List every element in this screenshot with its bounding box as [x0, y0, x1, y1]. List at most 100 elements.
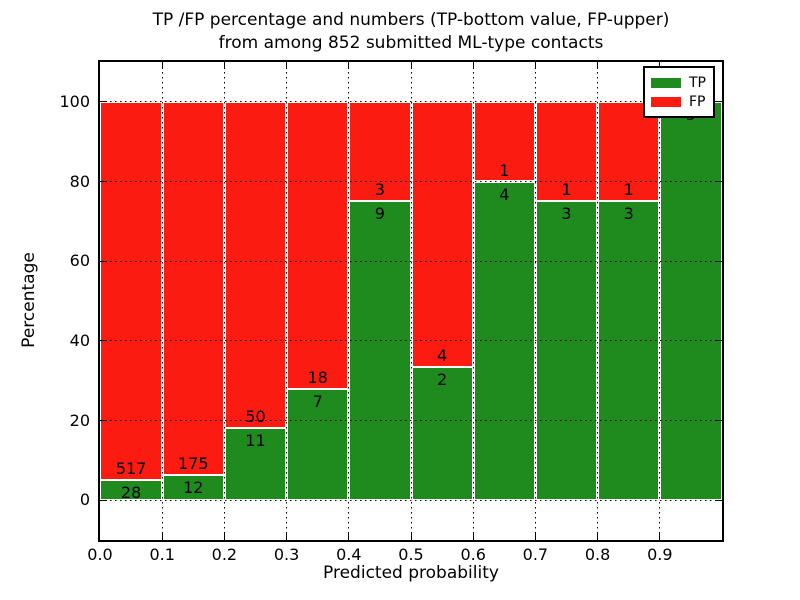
- y-tick-label: 0: [79, 490, 90, 510]
- plot-frame: TP FP 5172817512501118739421413135: [98, 60, 724, 542]
- x-tick-label: 0.7: [522, 545, 549, 564]
- tp-count-label: 2: [437, 370, 448, 390]
- y-tick-right: [715, 420, 722, 421]
- x-axis-label: Predicted probability: [323, 563, 499, 583]
- tp-bar-segment: [348, 201, 411, 501]
- plot-area: TP FP 5172817512501118739421413135: [100, 62, 722, 540]
- tp-bar-segment: [597, 201, 660, 501]
- horizontal-gridline: [100, 181, 722, 182]
- tp-bar-segment: [162, 474, 225, 501]
- tp-bar-segment: [286, 388, 349, 501]
- y-tick-label: 20: [69, 410, 90, 430]
- x-tick-bottom: [534, 533, 536, 540]
- horizontal-gridline: [100, 420, 722, 421]
- tp-legend-label: TP: [689, 74, 706, 91]
- fp-count-label: 1: [499, 160, 510, 180]
- fp-legend-label: FP: [689, 93, 706, 110]
- x-tick-bottom: [223, 533, 225, 540]
- fp-count-label: 18: [307, 367, 328, 387]
- x-tick-bottom: [161, 533, 163, 540]
- y-tick-right: [715, 101, 722, 103]
- vertical-gridline: [286, 62, 288, 540]
- x-tick-label: 0.9: [647, 545, 673, 564]
- x-tick-top: [472, 62, 474, 69]
- vertical-gridline: [534, 62, 536, 540]
- x-tick-label: 0.3: [273, 545, 300, 564]
- x-tick-label: 0.1: [149, 545, 175, 564]
- x-tick-top: [659, 62, 661, 69]
- x-tick-top: [161, 62, 163, 69]
- x-tick-top: [534, 62, 536, 69]
- x-tick-bottom: [597, 533, 599, 540]
- fp-count-label: 1: [623, 180, 634, 200]
- x-tick-label: 0.8: [584, 545, 611, 564]
- legend-item-fp: FP: [651, 92, 706, 111]
- tp-count-label: 12: [183, 477, 204, 497]
- tp-count-label: 3: [561, 204, 572, 224]
- tp-legend-swatch: [651, 77, 681, 88]
- x-tick-bottom: [472, 533, 474, 540]
- tp-bar-segment: [535, 201, 598, 501]
- y-tick-right: [715, 340, 722, 342]
- fp-count-label: 3: [374, 180, 385, 200]
- horizontal-gridline: [100, 101, 722, 103]
- y-tick-right: [715, 181, 722, 182]
- fp-count-label: 1: [561, 180, 572, 200]
- tp-bar-segment: [659, 101, 722, 501]
- chart-title-line2: from among 852 submitted ML-type contact…: [218, 33, 604, 53]
- y-tick-left: [100, 260, 107, 262]
- fp-count-label: 175: [178, 453, 209, 473]
- horizontal-gridline: [100, 340, 722, 342]
- x-tick-top: [410, 62, 412, 69]
- tp-count-label: 4: [499, 184, 510, 204]
- x-tick-bottom: [286, 533, 288, 540]
- vertical-gridline: [161, 62, 163, 540]
- vertical-gridline: [597, 62, 599, 540]
- tp-count-label: 7: [312, 391, 323, 411]
- vertical-gridline: [223, 62, 225, 540]
- y-tick-label: 40: [69, 330, 90, 350]
- x-tick-label: 0.2: [211, 545, 238, 564]
- y-tick-left: [100, 101, 107, 103]
- fp-count-label: 517: [115, 458, 147, 478]
- x-tick-bottom: [410, 533, 412, 540]
- y-tick-label: 60: [69, 251, 90, 271]
- x-tick-bottom: [348, 533, 350, 540]
- tp-count-label: 28: [120, 482, 142, 502]
- tp-count-label: 3: [623, 204, 634, 224]
- vertical-gridline: [659, 62, 661, 540]
- y-tick-left: [100, 340, 107, 342]
- x-tick-label: 0.5: [398, 545, 424, 564]
- x-tick-top: [348, 62, 350, 69]
- horizontal-gridline: [100, 260, 722, 262]
- y-tick-label: 100: [59, 91, 90, 111]
- x-tick-top: [223, 62, 225, 69]
- fp-count-label: 50: [245, 407, 266, 427]
- y-tick-left: [100, 499, 107, 501]
- x-tick-label: 0.0: [87, 545, 113, 564]
- chart-title-line1: TP /FP percentage and numbers (TP-bottom…: [152, 10, 670, 30]
- x-tick-bottom: [659, 533, 661, 540]
- fp-legend-swatch: [651, 96, 681, 107]
- x-tick-top: [597, 62, 599, 69]
- y-tick-right: [715, 499, 722, 501]
- y-tick-left: [100, 420, 107, 421]
- horizontal-gridline: [100, 499, 722, 501]
- chart-title: TP /FP percentage and numbers (TP-bottom…: [98, 9, 724, 55]
- legend-item-tp: TP: [651, 73, 706, 92]
- vertical-gridline: [472, 62, 474, 540]
- x-tick-top: [286, 62, 288, 69]
- tp-count-label: 9: [374, 204, 385, 224]
- tp-count-label: 11: [245, 431, 266, 451]
- y-tick-right: [715, 260, 722, 262]
- x-tick-label: 0.6: [460, 545, 486, 564]
- fp-count-label: 4: [437, 346, 448, 366]
- fp-bar-segment: [411, 101, 474, 368]
- y-tick-label: 80: [69, 171, 90, 191]
- fp-bar-segment: [162, 101, 225, 475]
- vertical-gridline: [410, 62, 412, 540]
- fp-bar-segment: [224, 101, 287, 429]
- y-tick-left: [100, 181, 107, 182]
- legend: TP FP: [643, 66, 715, 118]
